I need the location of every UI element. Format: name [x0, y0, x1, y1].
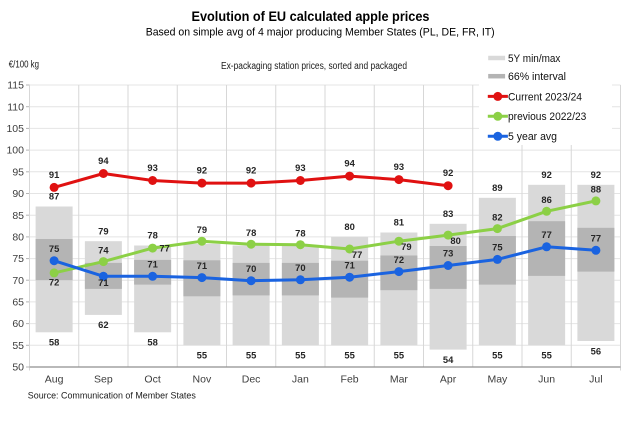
svg-text:Jun: Jun — [538, 374, 555, 386]
svg-text:Feb: Feb — [341, 374, 359, 386]
svg-text:94: 94 — [344, 158, 355, 169]
svg-text:50: 50 — [12, 362, 24, 374]
svg-text:Based on simple avg of 4 major: Based on simple avg of 4 major producing… — [146, 26, 495, 38]
svg-text:70: 70 — [12, 275, 24, 287]
svg-text:Dec: Dec — [242, 374, 261, 386]
svg-text:Evolution of EU calculated app: Evolution of EU calculated apple prices — [192, 9, 430, 24]
svg-text:Aug: Aug — [45, 374, 64, 386]
svg-text:83: 83 — [443, 208, 453, 219]
svg-text:77: 77 — [159, 242, 169, 253]
svg-text:92: 92 — [443, 167, 453, 178]
svg-text:95: 95 — [12, 166, 24, 178]
svg-text:79: 79 — [197, 224, 207, 235]
svg-text:89: 89 — [492, 182, 502, 193]
svg-text:93: 93 — [394, 161, 404, 172]
svg-text:91: 91 — [49, 169, 59, 180]
svg-text:78: 78 — [295, 228, 305, 239]
svg-text:€/100 kg: €/100 kg — [9, 59, 39, 70]
svg-text:Apr: Apr — [440, 374, 457, 386]
svg-text:81: 81 — [394, 217, 404, 228]
svg-text:5 year avg: 5 year avg — [508, 131, 557, 143]
svg-text:72: 72 — [394, 254, 404, 265]
svg-text:70: 70 — [246, 263, 256, 274]
svg-text:73: 73 — [443, 248, 453, 259]
svg-text:115: 115 — [7, 80, 24, 92]
svg-text:Sep: Sep — [94, 374, 113, 386]
svg-text:93: 93 — [295, 162, 305, 173]
svg-text:92: 92 — [541, 169, 551, 180]
svg-text:77: 77 — [352, 249, 362, 260]
svg-text:87: 87 — [49, 191, 59, 202]
svg-text:55: 55 — [394, 350, 404, 361]
svg-text:93: 93 — [147, 162, 157, 173]
svg-text:78: 78 — [246, 227, 256, 238]
svg-text:55: 55 — [295, 350, 305, 361]
svg-text:previous 2022/23: previous 2022/23 — [508, 111, 586, 123]
svg-text:Oct: Oct — [144, 374, 160, 386]
svg-text:79: 79 — [98, 225, 108, 236]
svg-text:75: 75 — [12, 253, 24, 265]
svg-text:Source: Communication of Membe: Source: Communication of Member States — [28, 390, 196, 401]
svg-text:77: 77 — [541, 229, 551, 240]
svg-text:Ex-packaging station prices, s: Ex-packaging station prices, sorted and … — [221, 61, 407, 72]
svg-text:90: 90 — [12, 188, 24, 200]
svg-text:80: 80 — [450, 235, 460, 246]
svg-text:75: 75 — [49, 243, 59, 254]
svg-text:65: 65 — [12, 297, 24, 309]
svg-text:92: 92 — [246, 165, 256, 176]
svg-text:Jul: Jul — [589, 374, 602, 386]
svg-text:74: 74 — [98, 244, 109, 255]
svg-text:Mar: Mar — [390, 374, 409, 386]
svg-text:80: 80 — [344, 221, 354, 232]
svg-text:92: 92 — [197, 165, 207, 176]
svg-text:55: 55 — [344, 350, 354, 361]
svg-text:71: 71 — [98, 277, 108, 288]
svg-text:70: 70 — [295, 262, 305, 273]
svg-text:Jan: Jan — [292, 374, 309, 386]
svg-text:94: 94 — [98, 155, 109, 166]
svg-text:79: 79 — [401, 241, 411, 252]
svg-text:71: 71 — [344, 259, 354, 270]
svg-text:66% interval: 66% interval — [508, 71, 566, 83]
svg-text:71: 71 — [197, 260, 207, 271]
svg-text:May: May — [487, 374, 508, 386]
svg-text:78: 78 — [147, 230, 157, 241]
svg-text:105: 105 — [6, 123, 24, 135]
svg-text:62: 62 — [98, 319, 108, 330]
svg-text:88: 88 — [591, 184, 601, 195]
svg-text:54: 54 — [443, 354, 454, 365]
svg-text:86: 86 — [541, 194, 551, 205]
svg-text:110: 110 — [7, 101, 24, 113]
svg-text:Current 2023/24: Current 2023/24 — [508, 91, 582, 103]
svg-text:58: 58 — [49, 337, 59, 348]
svg-text:100: 100 — [6, 145, 24, 157]
svg-text:92: 92 — [591, 169, 601, 180]
svg-text:Nov: Nov — [193, 374, 212, 386]
svg-text:60: 60 — [12, 318, 24, 330]
svg-text:55: 55 — [246, 350, 256, 361]
svg-text:56: 56 — [591, 345, 601, 356]
svg-text:55: 55 — [12, 340, 24, 352]
svg-text:75: 75 — [492, 242, 502, 253]
svg-text:55: 55 — [541, 350, 551, 361]
svg-text:72: 72 — [49, 277, 59, 288]
svg-text:80: 80 — [12, 232, 24, 244]
svg-text:5Y min/max: 5Y min/max — [508, 53, 561, 65]
svg-text:55: 55 — [197, 350, 207, 361]
svg-text:71: 71 — [147, 259, 157, 270]
svg-text:77: 77 — [591, 233, 601, 244]
svg-text:85: 85 — [12, 210, 24, 222]
svg-text:58: 58 — [147, 337, 157, 348]
svg-text:82: 82 — [492, 211, 502, 222]
svg-text:55: 55 — [492, 350, 502, 361]
